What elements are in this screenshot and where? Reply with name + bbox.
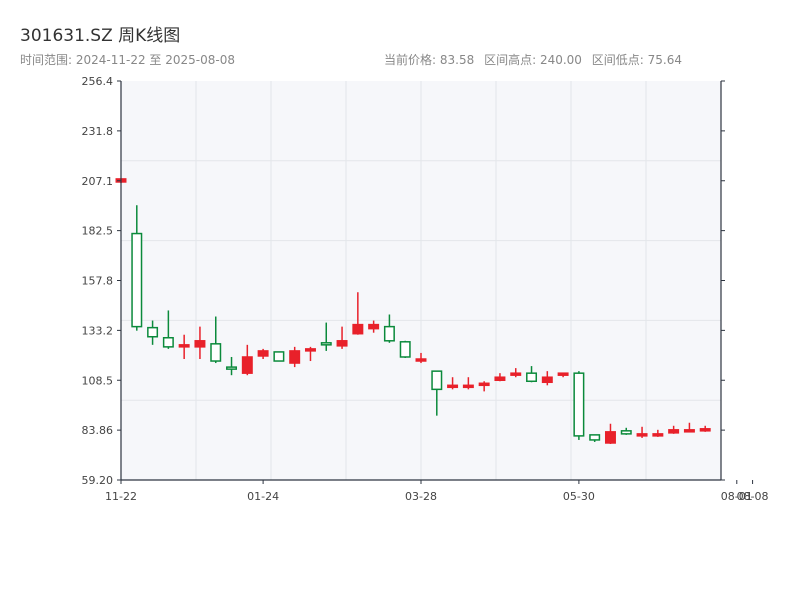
candle-body bbox=[589, 434, 601, 441]
candle bbox=[304, 346, 316, 362]
candle bbox=[494, 373, 506, 382]
candle bbox=[415, 352, 427, 364]
candle bbox=[620, 427, 632, 435]
y-tick-label: 207.1 bbox=[82, 175, 114, 188]
chart-title: 301631.SZ 周K线图 bbox=[20, 26, 181, 46]
candle-body bbox=[510, 372, 522, 376]
price-stats: 当前价格: 83.58 区间高点: 240.00 区间低点: 75.64 bbox=[378, 51, 682, 68]
candle-body bbox=[541, 376, 553, 384]
x-tick-label: 03-28 bbox=[405, 490, 437, 503]
candle bbox=[368, 320, 380, 333]
candle bbox=[289, 346, 301, 368]
candle-body bbox=[178, 344, 190, 348]
candle bbox=[131, 205, 143, 331]
candle bbox=[431, 370, 443, 416]
y-tick-label: 83.86 bbox=[82, 424, 114, 437]
candle bbox=[194, 326, 206, 360]
candle bbox=[526, 366, 538, 383]
candle-body bbox=[573, 372, 585, 437]
candle-body bbox=[336, 340, 348, 347]
candle bbox=[273, 351, 285, 362]
candle-body bbox=[131, 232, 143, 328]
candle bbox=[383, 314, 395, 343]
date-range-label: 时间范围: 2024-11-22 至 2025-08-08 bbox=[20, 53, 235, 67]
candle-body bbox=[226, 366, 238, 370]
candle-body bbox=[478, 382, 490, 387]
candle-body bbox=[147, 326, 159, 338]
candle-body bbox=[368, 323, 380, 330]
candle bbox=[241, 344, 253, 376]
candle bbox=[652, 429, 664, 437]
candle-body bbox=[620, 430, 632, 435]
candle-body bbox=[273, 351, 285, 362]
candle bbox=[573, 371, 585, 440]
x-tick-label: 08-08 bbox=[737, 490, 769, 503]
candle bbox=[510, 368, 522, 378]
range-high: 区间高点: 240.00 bbox=[484, 53, 582, 67]
y-axis-ticks: 59.20 83.86 108.5 133.2 157.8 182.5 207.1 231.8… bbox=[82, 75, 725, 487]
y-tick-label: 256.4 bbox=[82, 75, 114, 88]
candle-body bbox=[526, 372, 538, 383]
candle-body bbox=[636, 433, 648, 437]
candle bbox=[447, 377, 459, 390]
grid-lines bbox=[121, 81, 721, 480]
y-tick-label: 157.8 bbox=[82, 275, 114, 288]
x-tick-label: 11-22 bbox=[105, 490, 137, 503]
candle-body bbox=[257, 350, 269, 357]
candle bbox=[147, 320, 159, 345]
candle bbox=[178, 334, 190, 360]
candle bbox=[636, 426, 648, 438]
candle bbox=[683, 422, 695, 433]
candle-body bbox=[683, 429, 695, 433]
candle-body bbox=[383, 325, 395, 342]
candle bbox=[604, 423, 616, 444]
candle bbox=[478, 381, 490, 392]
candle-body bbox=[241, 356, 253, 374]
candle bbox=[352, 292, 364, 335]
candle bbox=[210, 316, 222, 364]
y-tick-label: 59.20 bbox=[82, 474, 114, 487]
x-tick-label: 05-30 bbox=[563, 490, 595, 503]
candle-body bbox=[668, 429, 680, 434]
candle bbox=[668, 425, 680, 434]
candle bbox=[589, 434, 601, 442]
range-low: 区间低点: 75.64 bbox=[591, 53, 682, 67]
candle-body bbox=[447, 384, 459, 389]
x-tick-label: 01-24 bbox=[247, 490, 279, 503]
candle-body bbox=[494, 376, 506, 381]
candle bbox=[162, 310, 174, 349]
candle-body bbox=[304, 348, 316, 352]
candle-body bbox=[462, 384, 474, 389]
y-tick-label: 182.5 bbox=[82, 225, 114, 238]
candle bbox=[336, 326, 348, 349]
y-tick-label: 231.8 bbox=[82, 125, 114, 138]
candle-body bbox=[652, 433, 664, 437]
candle-body bbox=[289, 350, 301, 364]
x-tick-label: 08-01 bbox=[721, 490, 753, 503]
candle-body bbox=[320, 342, 332, 346]
candle bbox=[226, 356, 238, 376]
candle bbox=[462, 377, 474, 390]
candle-body bbox=[210, 343, 222, 362]
candle-body bbox=[431, 370, 443, 391]
candle bbox=[557, 372, 569, 378]
candle-body bbox=[604, 431, 616, 444]
y-tick-label: 133.2 bbox=[82, 324, 114, 337]
candle bbox=[541, 371, 553, 386]
candle bbox=[699, 425, 711, 432]
y-tick-label: 108.5 bbox=[82, 374, 114, 387]
candle bbox=[399, 340, 411, 358]
candle bbox=[320, 322, 332, 351]
candle bbox=[257, 348, 269, 360]
candle-body bbox=[194, 340, 206, 348]
candle-body bbox=[699, 428, 711, 432]
candle-body bbox=[415, 358, 427, 362]
candle-body bbox=[399, 341, 411, 358]
candle-body bbox=[557, 372, 569, 376]
candle-body bbox=[162, 337, 174, 348]
candle-body bbox=[352, 323, 364, 335]
current-price: 当前价格: 83.58 bbox=[384, 53, 475, 67]
